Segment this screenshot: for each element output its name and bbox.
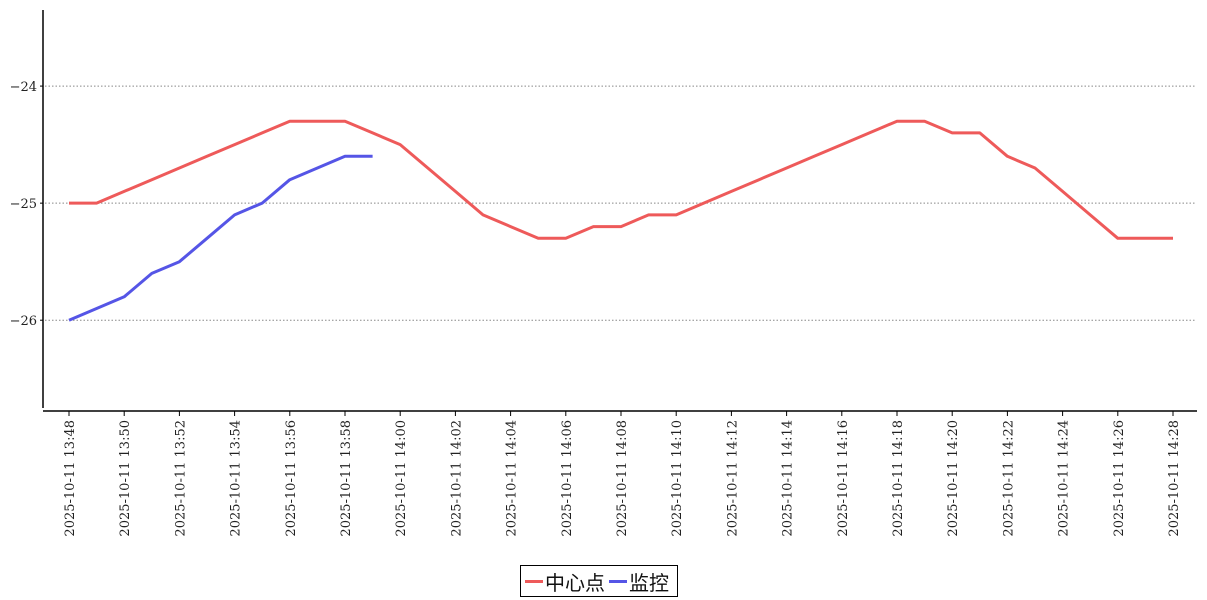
- y-tick-labels: −24 −25 −26: [10, 80, 43, 329]
- x-tick-label: 2025-10-11 14:04: [505, 420, 520, 537]
- series-lines: [68, 119, 1173, 322]
- legend-swatch-center: [525, 579, 543, 583]
- x-tick-label: 2025-10-11 14:22: [1001, 420, 1016, 537]
- x-tick-label: 2025-10-11 13:54: [229, 420, 244, 537]
- x-tick-label: 2025-10-11 13:48: [63, 420, 78, 537]
- legend: 中心点 监控: [520, 565, 678, 597]
- x-tick-label: 2025-10-11 14:26: [1112, 420, 1127, 537]
- x-tick-label: 2025-10-11 14:20: [946, 420, 961, 537]
- legend-item-center: 中心点: [525, 567, 605, 596]
- series-line-center: [69, 119, 1173, 240]
- gridlines: [45, 85, 1195, 321]
- x-tick-label: 2025-10-11 14:18: [891, 420, 906, 537]
- x-tick-label: 2025-10-11 13:58: [339, 420, 354, 537]
- y-tick-label: −26: [10, 314, 37, 329]
- x-tick-label: 2025-10-11 13:52: [173, 420, 188, 537]
- x-tick-label: 2025-10-11 14:14: [781, 420, 796, 537]
- y-tick-label: −25: [10, 197, 37, 212]
- axes: [42, 10, 1197, 412]
- x-tick-label: 2025-10-11 14:06: [560, 420, 575, 537]
- series-line-monitor: [68, 154, 373, 322]
- legend-label-monitor: 监控: [629, 570, 669, 595]
- x-tick-labels: 2025-10-11 13:48 2025-10-11 13:50 2025-10-…: [63, 411, 1182, 537]
- x-tick-label: 2025-10-11 14:28: [1167, 420, 1182, 537]
- y-tick-label: −24: [10, 80, 37, 95]
- legend-label-center: 中心点: [545, 570, 605, 595]
- x-tick-label: 2025-10-11 14:24: [1057, 420, 1072, 537]
- x-tick-label: 2025-10-11 14:16: [836, 420, 851, 537]
- x-tick-label: 2025-10-11 14:00: [394, 420, 409, 537]
- x-tick-label: 2025-10-11 14:12: [725, 420, 740, 537]
- legend-swatch-monitor: [609, 579, 627, 583]
- x-tick-label: 2025-10-11 14:10: [670, 420, 685, 537]
- x-tick-label: 2025-10-11 13:56: [284, 420, 299, 537]
- x-tick-label: 2025-10-11 14:02: [449, 420, 464, 537]
- x-tick-label: 2025-10-11 14:08: [615, 420, 630, 537]
- legend-item-monitor: 监控: [609, 567, 669, 596]
- x-tick-label: 2025-10-11 13:50: [118, 420, 133, 537]
